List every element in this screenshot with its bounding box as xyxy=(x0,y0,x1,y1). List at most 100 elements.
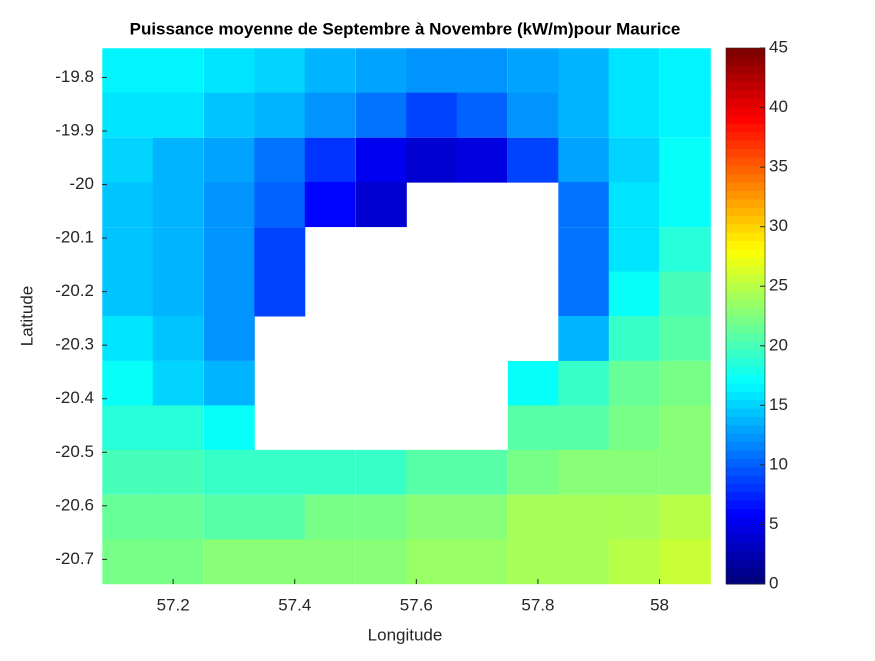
chart-title: Puissance moyenne de Septembre à Novembr… xyxy=(130,19,681,38)
heatmap-cell xyxy=(203,271,255,317)
y-tick-label: -20.2 xyxy=(55,281,94,300)
heatmap-cell xyxy=(254,92,306,138)
heatmap-cell xyxy=(304,494,356,540)
x-tick-label: 58 xyxy=(650,595,669,614)
heatmap-cell xyxy=(558,449,610,495)
x-tick-label: 57.4 xyxy=(278,595,311,614)
colorbar-step xyxy=(726,232,765,242)
y-tick-label: -20.5 xyxy=(55,442,94,461)
colorbar-step xyxy=(726,383,765,392)
heatmap-cell xyxy=(355,494,407,540)
heatmap-cell xyxy=(254,539,306,585)
heatmap-cell xyxy=(152,449,204,495)
colorbar-tick-label: 10 xyxy=(769,454,788,473)
heatmap-cell xyxy=(456,494,508,540)
colorbar-step xyxy=(726,533,765,543)
heatmap-cell xyxy=(608,360,660,406)
colorbar-step xyxy=(726,89,765,99)
heatmap-cell xyxy=(608,48,660,94)
heatmap-cell xyxy=(254,48,306,94)
colorbar-step xyxy=(726,265,765,275)
y-tick-label: -20.1 xyxy=(55,228,94,247)
heatmap-cell xyxy=(355,449,407,495)
heatmap-cell xyxy=(152,227,204,273)
heatmap-cell xyxy=(152,92,204,138)
colorbar-tick-label: 40 xyxy=(769,97,788,116)
colorbar-step xyxy=(726,165,765,175)
heatmap-cell xyxy=(304,539,356,585)
heatmap-cell xyxy=(203,494,255,540)
heatmap-cell xyxy=(608,405,660,451)
heatmap-cell xyxy=(254,449,306,495)
colorbar-step xyxy=(726,391,765,401)
x-tick-label: 57.2 xyxy=(157,595,190,614)
heatmap-cell xyxy=(456,449,508,495)
heatmap-cell xyxy=(659,137,711,183)
x-axis-label: Longitude xyxy=(368,625,443,644)
heatmap-cell xyxy=(558,137,610,183)
colorbar-step xyxy=(726,274,765,283)
colorbar-step xyxy=(726,332,765,342)
colorbar-step xyxy=(726,324,765,334)
heatmap-cell xyxy=(659,539,711,585)
heatmap-cell xyxy=(152,182,204,228)
y-tick-label: -19.8 xyxy=(55,67,94,86)
colorbar-step xyxy=(726,249,765,258)
heatmap-cell xyxy=(558,227,610,273)
colorbar-step xyxy=(726,282,765,292)
y-tick-label: -19.9 xyxy=(55,120,94,139)
colorbar-step xyxy=(726,148,765,158)
y-tick-label: -20 xyxy=(69,174,94,193)
heatmap-cell xyxy=(406,48,458,94)
heatmap-cell xyxy=(152,405,204,451)
heatmap-cell xyxy=(152,539,204,585)
heatmap-cell xyxy=(102,137,154,183)
heatmap-cell xyxy=(558,360,610,406)
colorbar-step xyxy=(726,316,765,325)
colorbar-step xyxy=(726,207,765,216)
heatmap-cell xyxy=(102,227,154,273)
colorbar-step xyxy=(726,64,765,74)
y-tick-label: -20.6 xyxy=(55,495,94,514)
colorbar-step xyxy=(726,190,765,200)
heatmap-cell xyxy=(355,92,407,138)
heatmap-cell xyxy=(203,539,255,585)
heatmap-cell xyxy=(507,360,559,406)
colorbar-step xyxy=(726,349,765,359)
colorbar-step xyxy=(726,290,765,300)
heatmap-cell xyxy=(102,316,154,361)
colorbar-step xyxy=(726,567,765,577)
heatmap-cell xyxy=(304,137,356,183)
colorbar-step xyxy=(726,508,765,518)
heatmap-cell xyxy=(507,137,559,183)
heatmap-cell xyxy=(507,405,559,451)
heatmap-cell xyxy=(152,271,204,317)
y-tick-label: -20.7 xyxy=(55,549,94,568)
heatmap-cell xyxy=(558,182,610,228)
heatmap-cell xyxy=(102,405,154,451)
heatmap-cell xyxy=(304,48,356,94)
heatmap-cell xyxy=(152,137,204,183)
colorbar-tick-label: 25 xyxy=(769,276,788,295)
heatmap-cell xyxy=(659,182,711,228)
colorbar-step xyxy=(726,198,765,208)
heatmap-cell xyxy=(355,137,407,183)
heatmap-cell xyxy=(659,316,711,361)
heatmap-cell xyxy=(558,405,610,451)
y-tick-label: -20.4 xyxy=(55,388,94,407)
heatmap-cell xyxy=(558,48,610,94)
heatmap-cell xyxy=(406,539,458,585)
colorbar-tick-label: 30 xyxy=(769,216,788,235)
heatmap-cell xyxy=(203,405,255,451)
colorbar-step xyxy=(726,500,765,510)
heatmap-cell xyxy=(355,182,407,228)
colorbar-step xyxy=(726,542,765,551)
heatmap-cell xyxy=(608,316,660,361)
colorbar-step xyxy=(726,257,765,267)
colorbar-step xyxy=(726,408,765,417)
colorbar-step xyxy=(726,140,765,149)
heatmap-cell xyxy=(102,48,154,94)
heatmap-cell xyxy=(304,182,356,228)
colorbar-step xyxy=(726,73,765,82)
colorbar-step xyxy=(726,341,765,350)
